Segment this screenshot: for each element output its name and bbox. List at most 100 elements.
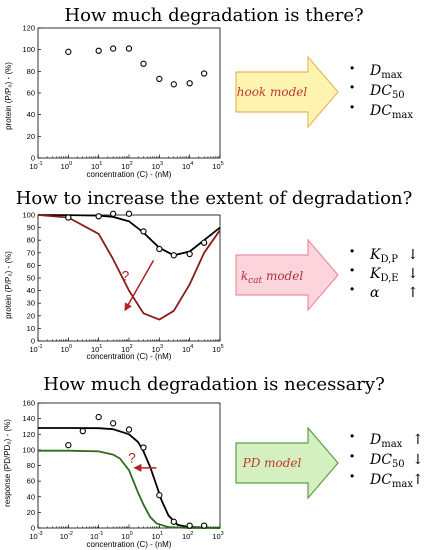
y-tick-label: 0 xyxy=(31,154,35,163)
section-heading-2: How to increase the extent of degradatio… xyxy=(16,188,413,209)
output-list: • Dmax • DC50 • DCmax xyxy=(350,61,413,121)
y-tick-label: 40 xyxy=(27,110,35,119)
x-tick-label: 102 xyxy=(121,344,132,354)
data-point xyxy=(156,492,163,499)
list-item: • Dmax xyxy=(350,61,403,81)
data-point xyxy=(109,420,117,427)
panel-2: 0 10 20 30 40 50 60 70 80 90 100 10-1 100 101 102 103 10… xyxy=(4,211,419,362)
trend-arrow-icon: ↑ xyxy=(412,472,424,488)
bullet-icon: • xyxy=(350,469,354,483)
x-tick-label: 10-2 xyxy=(60,531,73,541)
y-tick-label: 80 xyxy=(27,461,35,470)
list-item: • DCmax ↑ xyxy=(350,469,424,490)
y-axis-title: protein (P/P₀) - (%) xyxy=(4,251,13,319)
y-tick-label: 80 xyxy=(27,236,35,245)
pd-model-arrow xyxy=(235,426,339,500)
output-list: • KD,P ↓ • KD,E ↓ • α ↑ xyxy=(350,244,419,301)
x-tick-label: 10-1 xyxy=(29,344,42,354)
bullet-icon: • xyxy=(350,80,354,94)
curve-line xyxy=(38,449,220,529)
bullet-text: DCmax xyxy=(369,103,413,121)
bullet-text: DCmax xyxy=(369,472,413,490)
output-list: • Dmax ↑ • DC50 ↓ • DCmax ↑ xyxy=(350,429,424,490)
bullet-icon: • xyxy=(350,429,354,443)
bullet-icon: • xyxy=(350,263,354,277)
model-label: kcat model xyxy=(241,269,304,286)
trend-arrow-icon: ↓ xyxy=(412,452,424,468)
y-tick-label: 10 xyxy=(27,324,35,333)
data-point xyxy=(65,442,72,449)
y-tick-label: 0 xyxy=(31,337,35,346)
data-point xyxy=(170,252,177,259)
bullet-icon: • xyxy=(350,282,354,296)
list-item: • DC50 ↓ xyxy=(350,449,424,470)
plot-2: 0 10 20 30 40 50 60 70 80 90 100 10-1 100 101 102 103 10… xyxy=(22,211,223,355)
y-axis-title: protein (P/P₀) - (%) xyxy=(4,62,13,130)
bullet-text: KD,P xyxy=(369,247,398,265)
bullet-text: Dmax xyxy=(369,63,403,81)
data-point xyxy=(65,214,72,221)
x-tick-label: 105 xyxy=(212,344,223,354)
y-tick-label: 60 xyxy=(27,89,35,98)
trend-arrow-icon: ↑ xyxy=(412,432,424,448)
x-tick-label: 103 xyxy=(212,531,223,541)
y-tick-label: 70 xyxy=(27,248,35,257)
data-point xyxy=(170,518,177,525)
x-tick-label: 102 xyxy=(121,161,132,171)
y-tick-label: 20 xyxy=(27,508,35,517)
bullet-icon: • xyxy=(350,244,354,258)
x-axis-title: concentration (C) - (nM) xyxy=(87,352,172,361)
x-tick-label: 104 xyxy=(182,344,193,354)
trend-arrow-icon: ↓ xyxy=(407,247,419,263)
y-tick-label: 160 xyxy=(22,399,35,408)
y-tick-label: 40 xyxy=(27,492,35,501)
data-point xyxy=(186,522,193,529)
x-tick-label: 101 xyxy=(91,344,102,354)
panel-3: 0 20 40 60 80 100 120 140 160 10-3 10-2 10-1 100 101 1… xyxy=(3,399,424,550)
x-tick-label: 103 xyxy=(152,344,163,354)
y-tick-label: 100 xyxy=(22,45,35,54)
data-point xyxy=(65,48,72,55)
data-point xyxy=(125,210,133,217)
model-label: PD model xyxy=(242,456,302,470)
section-heading-1: How much degradation is there? xyxy=(64,5,363,26)
kcat-model-arrow xyxy=(235,238,339,312)
data-point xyxy=(140,444,147,451)
x-tick-label: 105 xyxy=(212,161,223,171)
y-tick-label: 120 xyxy=(22,430,35,439)
list-item: • Dmax ↑ xyxy=(350,429,424,450)
model-label: hook model xyxy=(237,85,308,99)
y-tick-label: 60 xyxy=(27,261,35,270)
plot-frame xyxy=(37,402,221,529)
bullet-text: DC50 xyxy=(369,452,405,470)
data-point xyxy=(200,522,208,529)
data-point xyxy=(170,81,177,88)
data-point xyxy=(95,213,102,220)
bullet-icon: • xyxy=(350,449,354,463)
trend-arrow-icon: ↓ xyxy=(407,266,419,282)
data-point xyxy=(125,45,133,52)
x-axis-title: concentration (C) - (nM) xyxy=(87,540,172,549)
data-point xyxy=(140,60,147,67)
y-axis-title: response (PD/PD₀) - (%) xyxy=(3,419,12,507)
annotation-arrow xyxy=(124,259,155,312)
data-point xyxy=(186,80,193,87)
data-point xyxy=(95,47,102,54)
x-tick-label: 104 xyxy=(182,161,193,171)
panel-1: 0 20 40 60 80 100 120 10-1 100 101 102 103 104 105 pr… xyxy=(4,24,413,180)
bullet-text: Dmax xyxy=(369,432,403,450)
y-tick-label: 60 xyxy=(27,477,35,486)
list-item: • α ↑ xyxy=(350,282,419,301)
bullet-icon: • xyxy=(350,100,354,114)
x-tick-label: 10-1 xyxy=(90,531,103,541)
curve-line xyxy=(37,214,221,257)
y-tick-label: 140 xyxy=(22,414,35,423)
data-point xyxy=(109,210,117,217)
x-tick-label: 101 xyxy=(91,161,102,171)
trend-arrow-icon: ↑ xyxy=(407,285,419,301)
x-tick-label: 103 xyxy=(152,161,163,171)
y-tick-label: 80 xyxy=(27,67,35,76)
curve-line xyxy=(38,427,221,529)
x-axis-title: concentration (C) - (nM) xyxy=(87,170,172,179)
data-point xyxy=(140,228,147,235)
